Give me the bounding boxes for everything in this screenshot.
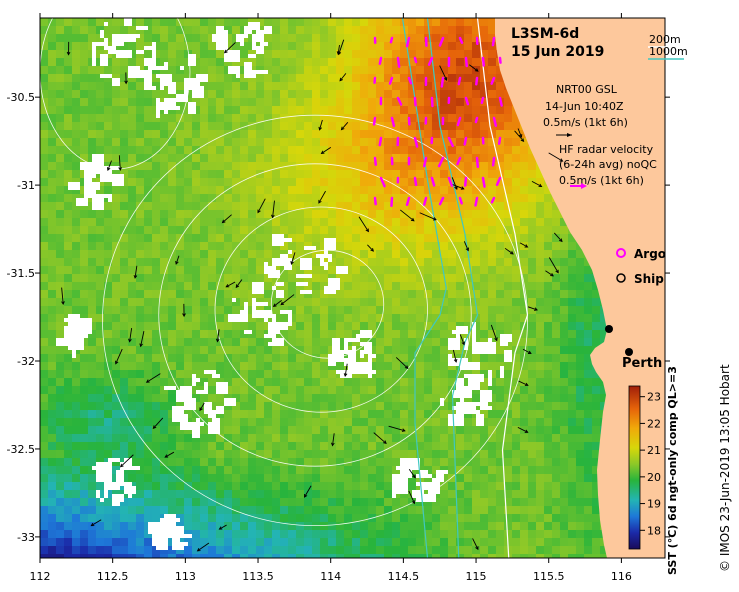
colorbar-tick-label: 19 (647, 498, 661, 511)
hf-line2: (6-24h avg) noQC (559, 158, 657, 171)
altimetry-line1: NRT00 GSL (556, 83, 618, 96)
x-axis: 112 112.5 113 113.5 114 114.5 115 115.5 116 (30, 13, 632, 583)
map-area (40, 18, 665, 558)
y-tick-label: -33 (17, 531, 35, 544)
plot-frame (39, 17, 666, 559)
depth-legend-1000: 1000m (649, 45, 688, 58)
station-dot (605, 325, 613, 333)
ship-label: Ship (634, 272, 664, 286)
argo-marker (616, 248, 626, 258)
y-tick-label: -32 (17, 355, 35, 368)
altimetry-scale-arrowhead (567, 133, 572, 137)
x-tick-label: 114 (320, 570, 341, 583)
colorbar-tick-label: 18 (647, 524, 661, 537)
product-title: L3SM-6d (511, 26, 579, 42)
x-tick-label: 115 (466, 570, 487, 583)
x-tick-label: 113 (175, 570, 196, 583)
colorbar (628, 385, 641, 550)
argo-label: Argo (634, 247, 666, 261)
hf-radar-arrows (372, 36, 503, 208)
hf-scale: 0.5m/s (1kt 6h) (559, 174, 644, 187)
altimetry-contours (40, 18, 528, 526)
colorbar-tick-label: 21 (647, 444, 661, 457)
colorbar-tick-label: 22 (647, 417, 661, 430)
colorbar-ticks: 18 19 20 21 22 23 (640, 391, 661, 537)
cloud-mask (56, 18, 512, 550)
date-title: 15 Jun 2019 (511, 44, 604, 60)
hf-line1: HF radar velocity (559, 143, 654, 156)
x-tick-label: 112 (30, 570, 51, 583)
altimetry-line2: 14-Jun 10:40Z (545, 100, 624, 113)
perth-dot (625, 348, 633, 356)
x-tick-label: 114.5 (388, 570, 420, 583)
y-tick-label: -31 (17, 179, 35, 192)
x-tick-label: 116 (611, 570, 632, 583)
depth-legend-200: 200m (649, 33, 681, 46)
x-tick-label: 112.5 (97, 570, 129, 583)
colorbar-label: SST (°C) 6d ngt-only comp QL>=3 (666, 366, 679, 575)
colorbar-tick-label: 20 (647, 471, 661, 484)
colorbar-tick-label: 23 (647, 391, 661, 404)
perth-label: Perth (622, 356, 662, 371)
isobaths (401, 18, 529, 558)
y-tick-label: -30.5 (7, 91, 35, 104)
land (495, 18, 665, 558)
y-axis: -30.5 -31 -31.5 -32 -32.5 -33 (7, 91, 670, 544)
credit-text: © IMOS 23-Jun-2019 13:05 Hobart (718, 364, 732, 572)
x-tick-label: 113.5 (242, 570, 274, 583)
altimetry-scale: 0.5m/s (1kt 6h) (543, 116, 628, 129)
velocity-arrows (61, 39, 564, 552)
y-tick-label: -32.5 (7, 443, 35, 456)
x-tick-label: 115.5 (533, 570, 565, 583)
ship-marker (616, 273, 626, 283)
y-tick-label: -31.5 (7, 267, 35, 280)
hf-scale-arrowhead (581, 183, 587, 189)
